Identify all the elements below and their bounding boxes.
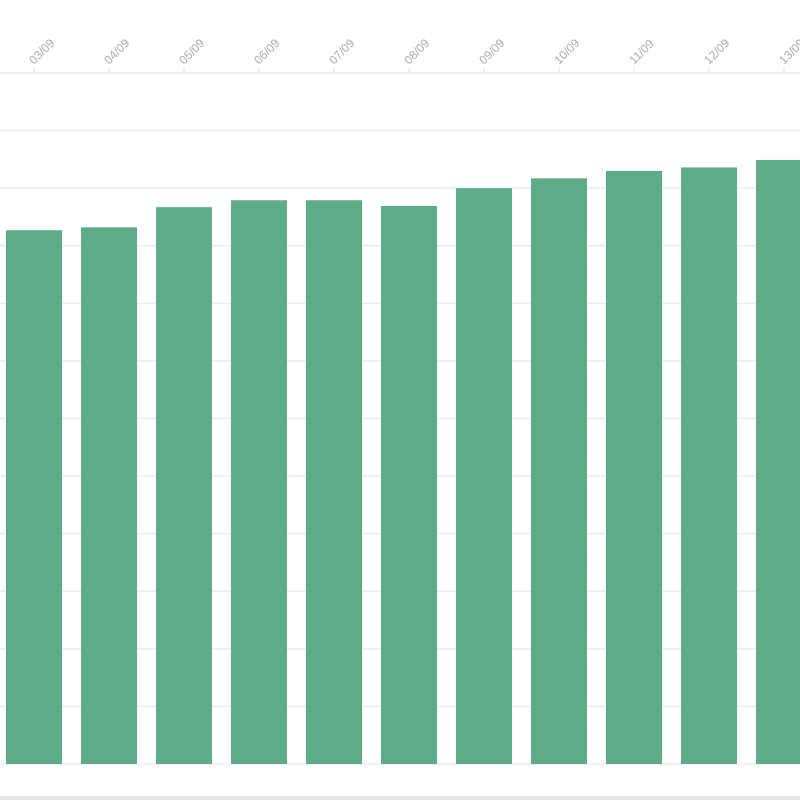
- bar: [231, 200, 287, 765]
- x-tick-label: 06/09: [251, 36, 282, 67]
- bar: [756, 159, 800, 765]
- bar: [456, 188, 512, 764]
- x-tick-label: 09/09: [476, 36, 507, 67]
- bar: [6, 230, 62, 764]
- x-tick-label: 12/09: [701, 36, 732, 67]
- bar: [156, 207, 212, 764]
- x-tick-label: 10/09: [551, 36, 582, 67]
- x-tick-label: 03/09: [26, 36, 57, 67]
- x-tick-label: 11/09: [626, 36, 657, 67]
- bar: [531, 178, 587, 764]
- bar: [81, 227, 137, 764]
- bar: [681, 167, 737, 765]
- x-tick-label: 13/09: [776, 36, 800, 67]
- x-tick-label: 08/09: [401, 36, 432, 67]
- bottom-band: [0, 796, 800, 800]
- x-tick-label: 07/09: [326, 36, 357, 67]
- x-tick-label: 05/09: [176, 36, 207, 67]
- bar: [381, 206, 437, 764]
- bar: [306, 200, 362, 765]
- bar: [606, 170, 662, 764]
- x-tick-label: 04/09: [101, 36, 132, 67]
